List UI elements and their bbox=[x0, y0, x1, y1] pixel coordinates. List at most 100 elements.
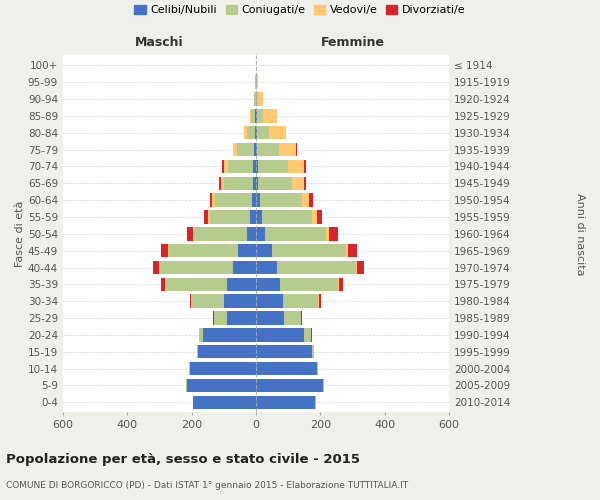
Bar bbox=[256, 194, 260, 207]
Bar bbox=[221, 176, 224, 190]
Text: Maschi: Maschi bbox=[135, 36, 184, 49]
Bar bbox=[159, 261, 160, 274]
Bar bbox=[304, 176, 306, 190]
Bar bbox=[210, 194, 212, 207]
Bar bbox=[288, 160, 304, 173]
Y-axis label: Fasce di età: Fasce di età bbox=[15, 200, 25, 267]
Bar bbox=[318, 294, 319, 308]
Bar bbox=[252, 194, 256, 207]
Bar bbox=[224, 160, 227, 173]
Bar bbox=[256, 278, 280, 291]
Bar bbox=[250, 210, 256, 224]
Bar bbox=[208, 210, 210, 224]
Bar bbox=[256, 176, 259, 190]
Bar bbox=[256, 143, 257, 156]
Bar bbox=[161, 244, 169, 258]
Bar bbox=[357, 261, 364, 274]
Bar bbox=[317, 210, 322, 224]
Bar bbox=[256, 244, 272, 258]
Bar bbox=[277, 261, 356, 274]
Bar bbox=[256, 227, 265, 240]
Bar bbox=[250, 109, 251, 122]
Y-axis label: Anni di nascita: Anni di nascita bbox=[575, 192, 585, 275]
Bar bbox=[227, 160, 253, 173]
Bar bbox=[212, 194, 215, 207]
Bar bbox=[302, 194, 308, 207]
Bar bbox=[257, 76, 258, 89]
Text: Popolazione per età, sesso e stato civile - 2015: Popolazione per età, sesso e stato civil… bbox=[6, 452, 360, 466]
Bar bbox=[255, 109, 256, 122]
Bar bbox=[187, 378, 256, 392]
Bar bbox=[254, 92, 256, 106]
Text: Femmine: Femmine bbox=[320, 36, 385, 49]
Bar bbox=[280, 278, 338, 291]
Bar bbox=[215, 194, 252, 207]
Bar bbox=[227, 278, 256, 291]
Bar bbox=[329, 227, 338, 240]
Bar bbox=[190, 294, 191, 308]
Bar bbox=[263, 109, 277, 122]
Bar bbox=[251, 109, 255, 122]
Bar bbox=[253, 160, 256, 173]
Bar bbox=[256, 328, 304, 342]
Bar bbox=[191, 294, 224, 308]
Bar bbox=[262, 210, 311, 224]
Bar bbox=[199, 328, 203, 342]
Bar bbox=[256, 294, 283, 308]
Bar bbox=[265, 227, 326, 240]
Bar bbox=[187, 227, 193, 240]
Legend: Celibi/Nubili, Coniugati/e, Vedovi/e, Divorziati/e: Celibi/Nubili, Coniugati/e, Vedovi/e, Di… bbox=[130, 0, 470, 20]
Bar bbox=[256, 312, 284, 325]
Bar bbox=[193, 227, 194, 240]
Bar bbox=[257, 143, 280, 156]
Bar bbox=[257, 126, 269, 140]
Bar bbox=[254, 126, 256, 140]
Bar bbox=[304, 328, 311, 342]
Bar bbox=[304, 160, 306, 173]
Bar bbox=[319, 294, 320, 308]
Bar bbox=[283, 294, 318, 308]
Bar bbox=[280, 143, 296, 156]
Text: COMUNE DI BORGORICCO (PD) - Dati ISTAT 1° gennaio 2015 - Elaborazione TUTTITALIA: COMUNE DI BORGORICCO (PD) - Dati ISTAT 1… bbox=[6, 480, 408, 490]
Bar bbox=[348, 244, 357, 258]
Bar bbox=[236, 143, 254, 156]
Bar bbox=[210, 210, 250, 224]
Bar bbox=[233, 261, 256, 274]
Bar bbox=[186, 378, 187, 392]
Bar bbox=[256, 261, 277, 274]
Bar bbox=[247, 227, 256, 240]
Bar bbox=[301, 312, 302, 325]
Bar bbox=[205, 210, 208, 224]
Bar bbox=[227, 312, 256, 325]
Bar bbox=[224, 176, 253, 190]
Bar bbox=[256, 160, 257, 173]
Bar bbox=[356, 261, 357, 274]
Bar bbox=[339, 278, 343, 291]
Bar bbox=[253, 176, 256, 190]
Bar bbox=[292, 176, 304, 190]
Bar bbox=[165, 278, 166, 291]
Bar bbox=[256, 109, 257, 122]
Bar bbox=[338, 278, 339, 291]
Bar bbox=[260, 194, 302, 207]
Bar bbox=[190, 362, 256, 376]
Bar bbox=[254, 143, 256, 156]
Bar bbox=[198, 345, 256, 358]
Bar bbox=[224, 294, 256, 308]
Bar bbox=[153, 261, 159, 274]
Bar bbox=[169, 244, 238, 258]
Bar bbox=[203, 328, 256, 342]
Bar bbox=[161, 278, 165, 291]
Bar bbox=[308, 194, 313, 207]
Bar bbox=[256, 362, 317, 376]
Bar bbox=[193, 396, 256, 409]
Bar bbox=[284, 312, 301, 325]
Bar bbox=[259, 176, 292, 190]
Bar bbox=[256, 92, 258, 106]
Bar bbox=[269, 126, 286, 140]
Bar bbox=[222, 160, 224, 173]
Bar bbox=[256, 210, 262, 224]
Bar bbox=[160, 261, 233, 274]
Bar bbox=[312, 345, 314, 358]
Bar bbox=[257, 160, 288, 173]
